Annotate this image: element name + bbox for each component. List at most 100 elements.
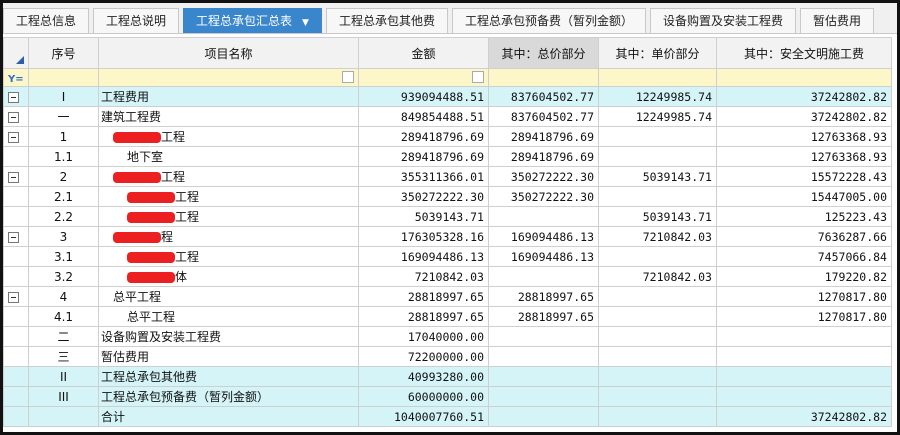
cell-text: 5039143.71 <box>414 209 484 224</box>
cell-text: 5039143.71 <box>642 209 712 224</box>
cell-text: 355311366.01 <box>400 169 484 184</box>
table-cell: 工程 <box>98 126 359 147</box>
table-cell: 169094486.13 <box>358 246 489 267</box>
redaction <box>127 212 175 223</box>
cell-text: 939094488.51 <box>400 89 484 104</box>
column-header: 项目名称 <box>98 37 359 69</box>
redaction <box>127 272 175 283</box>
cell-text: 28818997.65 <box>407 309 484 324</box>
tab[interactable]: 工程总承包汇总表 ▼ <box>183 8 322 33</box>
collapse-toggle[interactable] <box>8 111 19 123</box>
toggle-cell <box>3 286 29 307</box>
tab[interactable]: 工程总信息 <box>3 8 90 33</box>
cell-text: 15447005.00 <box>810 189 887 204</box>
cell-text: 350272222.30 <box>400 189 484 204</box>
table-cell: 169094486.13 <box>488 246 599 267</box>
redaction <box>113 232 161 243</box>
toggle-cell <box>3 166 29 187</box>
cell-text: 二 <box>57 330 70 344</box>
filter-cell[interactable] <box>358 68 489 87</box>
cell-text: 工程费用 <box>101 90 150 104</box>
header-row: 序号 项目名称 金额 其中：总价部分 其中：单价部分 其中：安全文明施工费 <box>3 37 892 69</box>
tab[interactable]: 工程总说明 <box>93 8 180 33</box>
toggle-cell <box>3 326 29 347</box>
toggle-cell <box>3 366 29 387</box>
cell-text: 350272222.30 <box>510 189 594 204</box>
cell-text: 7210842.03 <box>642 269 712 284</box>
collapse-toggle[interactable] <box>8 231 19 243</box>
cell-text: 一 <box>57 110 70 124</box>
table-cell <box>598 306 717 327</box>
cell-text: 17040000.00 <box>407 329 484 344</box>
tab[interactable]: 工程总承包其他费 <box>325 8 448 33</box>
cell-text: III <box>58 389 69 404</box>
cell-text: 4 <box>59 289 68 304</box>
filter-cell[interactable] <box>98 68 359 87</box>
column-header: 其中：总价部分 <box>488 37 599 69</box>
cell-text: 合计 <box>101 410 126 424</box>
cell-text: 7457066.84 <box>817 249 887 264</box>
table-cell: 1270817.80 <box>716 306 892 327</box>
cell-text: 1270817.80 <box>817 289 887 304</box>
cell-text: 837604502.77 <box>510 89 594 104</box>
table-cell: 176305328.16 <box>358 226 489 247</box>
table-cell: 7210842.03 <box>358 266 489 287</box>
cell-text: 37242802.82 <box>810 409 887 424</box>
tab-bar: 工程总信息 工程总说明 工程总承包汇总表 ▼ 工程总承包其他费 工程总承包预备费（暂列金额… <box>3 3 897 34</box>
filter-icon[interactable]: Y= <box>3 68 29 87</box>
cell-text: 1.1 <box>53 149 74 164</box>
cell-text: 350272222.30 <box>510 169 594 184</box>
table-cell: I <box>28 86 99 107</box>
table-row: 1 工程 289418796.69 289418796.69 12763368.93 <box>3 126 892 147</box>
collapse-toggle[interactable] <box>8 291 19 303</box>
cell-text: 12763368.93 <box>810 129 887 144</box>
table-cell <box>598 346 717 367</box>
table-row: 4.1 总平工程 28818997.65 28818997.65 1270817.80 <box>3 306 892 327</box>
table-cell: 5039143.71 <box>598 206 717 227</box>
table-cell <box>28 406 99 427</box>
table-cell <box>598 366 717 387</box>
table-cell: 工程 <box>98 166 359 187</box>
collapse-toggle[interactable] <box>8 131 19 143</box>
table-cell <box>598 386 717 407</box>
tab[interactable]: 暂估费用 <box>800 8 875 33</box>
table-cell: 289418796.69 <box>358 126 489 147</box>
filter-cell <box>28 68 99 87</box>
table-row: 三 暂估费用 72200000.00 <box>3 346 892 367</box>
table-cell: 28818997.65 <box>358 286 489 307</box>
table-cell: 60000000.00 <box>358 386 489 407</box>
tab[interactable]: 工程总承包预备费（暂列金额） <box>451 8 646 33</box>
table-cell: 5039143.71 <box>358 206 489 227</box>
filter-cell <box>716 68 892 87</box>
tab[interactable]: 设备购置及安装工程费 <box>650 8 797 33</box>
table-cell: 暂估费用 <box>98 346 359 367</box>
table-cell: 849854488.51 <box>358 106 489 127</box>
table-cell: 1 <box>28 126 99 147</box>
toggle-cell <box>3 206 29 227</box>
table-cell <box>488 366 599 387</box>
table-cell <box>598 146 717 167</box>
toggle-cell <box>3 406 29 427</box>
collapse-toggle[interactable] <box>8 91 19 103</box>
table-cell: 总平工程 <box>98 286 359 307</box>
cell-text: 7210842.03 <box>642 229 712 244</box>
toggle-cell <box>3 186 29 207</box>
toggle-cell <box>3 86 29 107</box>
table-cell: 7457066.84 <box>716 246 892 267</box>
table-cell: 350272222.30 <box>358 186 489 207</box>
table-row: 4 总平工程 28818997.65 28818997.65 1270817.80 <box>3 286 892 307</box>
table-cell <box>488 206 599 227</box>
table-cell <box>716 386 892 407</box>
column-header: 序号 <box>28 37 99 69</box>
cell-text: 工程 <box>175 250 200 264</box>
tab-menu-caret[interactable]: ▼ <box>302 18 309 28</box>
cell-text: 3.2 <box>53 269 74 284</box>
cell-text: 12763368.93 <box>810 149 887 164</box>
table-cell: 工程 <box>98 186 359 207</box>
collapse-toggle[interactable] <box>8 171 19 183</box>
toggle-cell <box>3 266 29 287</box>
cell-text: 工程 <box>161 170 186 184</box>
tab-label: 工程总承包其他费 <box>338 14 435 28</box>
toggle-cell <box>3 126 29 147</box>
cell-text: 4.1 <box>53 309 74 324</box>
